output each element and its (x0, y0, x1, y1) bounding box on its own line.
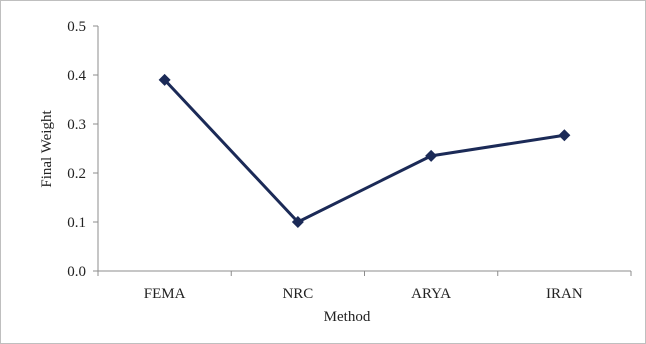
x-axis-ticks: FEMA NRC ARYA IRAN (97, 271, 632, 302)
x-tick-label: FEMA (144, 286, 186, 302)
data-point-iran (558, 129, 571, 142)
y-tick-label: 0.5 (67, 19, 86, 35)
data-point-fema (158, 73, 171, 86)
data-point-arya (425, 149, 438, 162)
data-point-nrc (291, 216, 304, 228)
series-line (163, 78, 565, 224)
x-tick-label: ARYA (411, 286, 451, 302)
y-tick-label: 0.0 (67, 264, 86, 280)
x-tick-label: IRAN (546, 286, 583, 302)
y-axis-ticks: 0.0 0.1 0.2 0.3 0.4 0.5 (67, 19, 98, 280)
y-tick-label: 0.1 (67, 215, 86, 231)
y-tick-label: 0.4 (67, 68, 86, 84)
y-tick-label: 0.3 (67, 117, 86, 133)
y-axis-title: Final Weight (39, 110, 55, 188)
y-tick-label: 0.2 (67, 166, 86, 182)
x-tick-label: NRC (282, 286, 313, 302)
x-axis-title: Method (324, 309, 371, 325)
series-markers (158, 73, 571, 228)
